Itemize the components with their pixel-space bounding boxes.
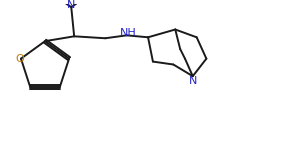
Text: NH: NH — [120, 28, 137, 38]
Text: N: N — [189, 76, 197, 86]
Text: O: O — [16, 54, 24, 64]
Text: N: N — [67, 0, 75, 10]
